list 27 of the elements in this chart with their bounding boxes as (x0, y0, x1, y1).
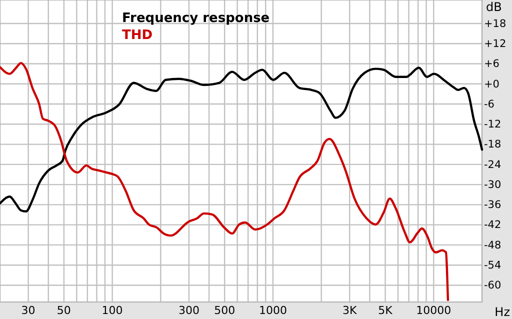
x-tick-label: 1000 (258, 304, 287, 317)
y-tick-label: -24 (484, 158, 502, 171)
text: THD (122, 28, 153, 43)
x-tick-label: 300 (178, 304, 200, 317)
x-tick-label: 500 (214, 304, 236, 317)
y-tick-label: -60 (484, 280, 502, 292)
x-tick-label: 5K (378, 304, 394, 317)
y-tick-label: -54 (484, 259, 502, 272)
y-tick-label: -18 (484, 138, 502, 151)
y-axis-title: dB (486, 0, 502, 14)
x-tick-label: 30 (21, 304, 36, 317)
x-axis-title: Hz (494, 305, 510, 319)
y-tick-label: -12 (484, 118, 502, 131)
text: Frequency response (122, 11, 270, 26)
y-tick-label: +6 (484, 58, 500, 70)
y-tick-label: -6 (484, 98, 495, 110)
x-tick-label: 3K (342, 304, 358, 317)
y-tick-label: +12 (484, 38, 506, 50)
y-tick-label: +0 (484, 78, 500, 90)
y-tick-label: +18 (484, 18, 506, 30)
y-tick-label: -30 (484, 178, 502, 191)
y-tick-label: -36 (484, 199, 502, 212)
x-tick-label: 100 (102, 304, 123, 317)
x-tick-label: 50 (56, 304, 71, 317)
y-tick-label: -42 (484, 219, 502, 232)
x-tick-label: 10000 (416, 304, 452, 317)
y-tick-label: -48 (484, 239, 502, 252)
